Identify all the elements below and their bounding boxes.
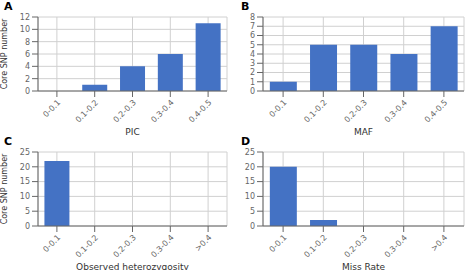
- svg-text:Miss Rate: Miss Rate: [342, 262, 386, 270]
- svg-text:0.3-0.4: 0.3-0.4: [383, 98, 409, 124]
- svg-text:>0.4: >0.4: [429, 233, 449, 253]
- svg-text:0-0.1: 0-0.1: [268, 98, 289, 119]
- svg-text:Core SNP number: Core SNP number: [8, 18, 9, 89]
- svg-text:0.1-0.2: 0.1-0.2: [302, 98, 328, 124]
- svg-text:5: 5: [25, 207, 30, 216]
- svg-text:0-0.1: 0-0.1: [41, 233, 62, 254]
- svg-text:25: 25: [245, 148, 255, 157]
- svg-text:8: 8: [250, 13, 255, 22]
- svg-text:MAF: MAF: [354, 127, 373, 135]
- svg-text:4: 4: [25, 62, 30, 71]
- svg-text:0: 0: [250, 87, 255, 96]
- svg-text:0.2-0.3: 0.2-0.3: [112, 233, 138, 259]
- svg-text:15: 15: [20, 177, 30, 186]
- svg-text:15: 15: [245, 177, 255, 186]
- svg-text:0.4-0.5: 0.4-0.5: [187, 98, 213, 124]
- svg-text:6: 6: [250, 31, 255, 40]
- svg-text:0.1-0.2: 0.1-0.2: [74, 233, 100, 259]
- svg-text:0.2-0.3: 0.2-0.3: [112, 98, 138, 124]
- svg-text:10: 10: [20, 192, 30, 201]
- svg-text:6: 6: [25, 50, 30, 59]
- svg-text:20: 20: [245, 163, 255, 172]
- svg-text:8: 8: [25, 38, 30, 47]
- svg-text:0-0.1: 0-0.1: [41, 98, 62, 119]
- svg-text:0.3-0.4: 0.3-0.4: [383, 233, 409, 259]
- svg-text:7: 7: [250, 22, 255, 31]
- svg-text:0: 0: [250, 222, 255, 231]
- svg-text:12: 12: [20, 13, 30, 22]
- svg-text:>0.4: >0.4: [193, 233, 213, 253]
- svg-text:5: 5: [250, 207, 255, 216]
- svg-text:10: 10: [245, 192, 255, 201]
- html-text:B: B: [241, 0, 250, 13]
- svg-text:0-0.1: 0-0.1: [268, 233, 289, 254]
- svg-text:3: 3: [250, 59, 255, 68]
- svg-text:1: 1: [250, 78, 255, 87]
- svg-text:20: 20: [20, 163, 30, 172]
- svg-text:25: 25: [20, 148, 30, 157]
- svg-text:0.1-0.2: 0.1-0.2: [74, 98, 100, 124]
- svg-text:0.3-0.4: 0.3-0.4: [149, 98, 175, 124]
- svg-text:2: 2: [25, 75, 30, 84]
- html-text:A: A: [4, 0, 13, 13]
- svg-text:Core SNP number: Core SNP number: [8, 153, 9, 224]
- svg-text:5: 5: [250, 41, 255, 50]
- svg-text:4: 4: [250, 50, 255, 59]
- svg-text:0: 0: [25, 222, 30, 231]
- svg-text:0.4-0.5: 0.4-0.5: [423, 98, 449, 124]
- svg-text:0.2-0.3: 0.2-0.3: [343, 98, 369, 124]
- html-text:D: D: [241, 135, 251, 148]
- svg-text:Observed heterozygosity: Observed heterozygosity: [76, 262, 189, 270]
- svg-text:0.3-0.4: 0.3-0.4: [149, 233, 175, 259]
- svg-text:2: 2: [250, 68, 255, 77]
- svg-text:0.1-0.2: 0.1-0.2: [302, 233, 328, 259]
- html-text:C: C: [4, 135, 13, 148]
- svg-text:10: 10: [20, 25, 30, 34]
- svg-text:0.2-0.3: 0.2-0.3: [343, 233, 369, 259]
- svg-text:PIC: PIC: [125, 127, 139, 135]
- svg-text:0: 0: [25, 87, 30, 96]
